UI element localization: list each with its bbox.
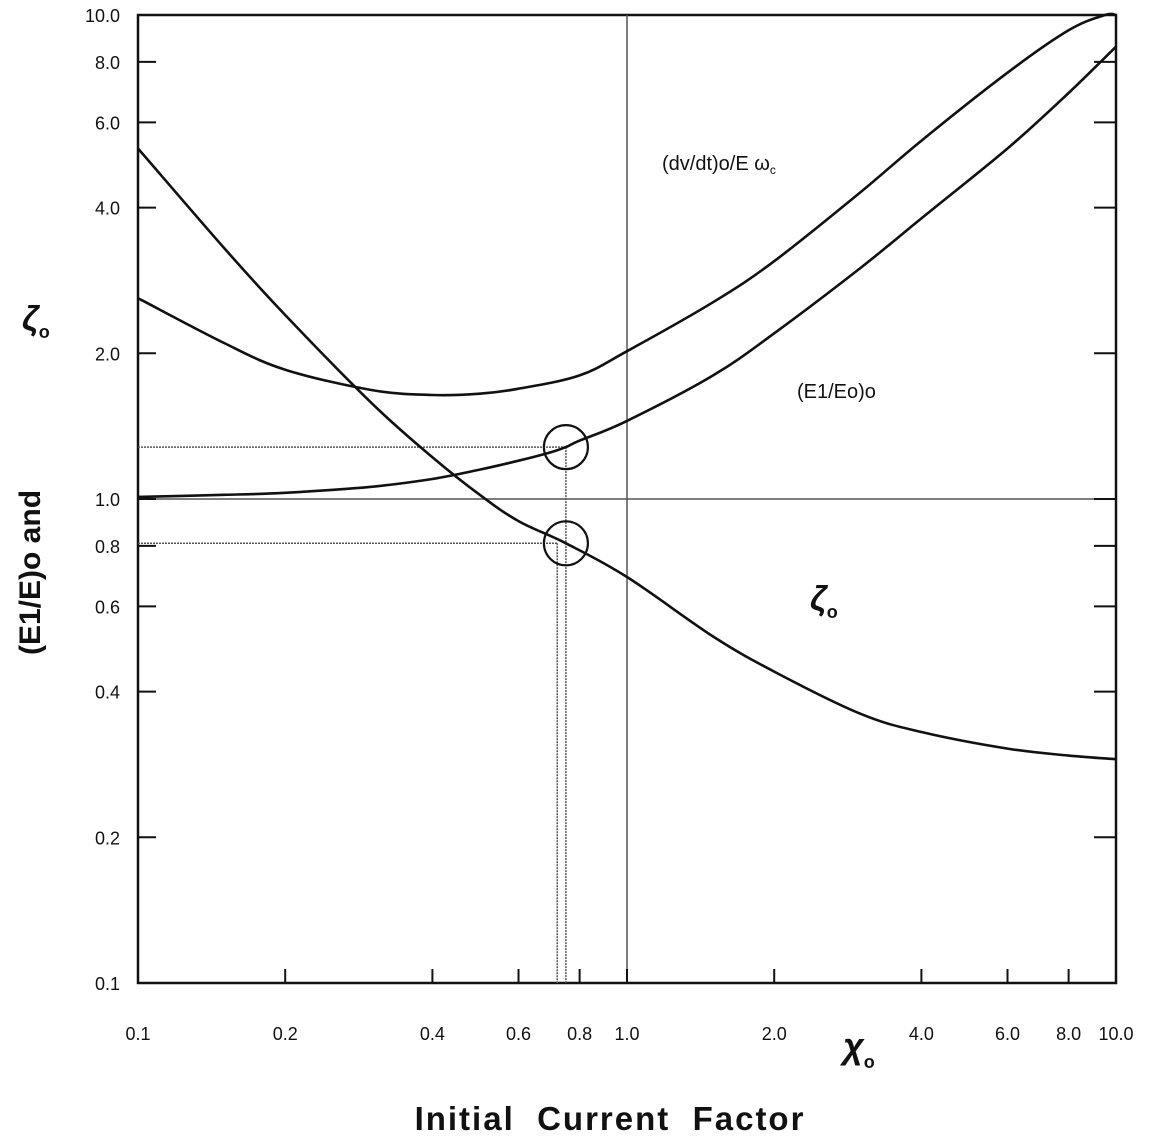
x-tick-label: 6.0: [995, 1024, 1020, 1044]
y-tick-label: 0.1: [95, 974, 120, 994]
x-tick-label: 2.0: [762, 1024, 787, 1044]
y-tick-label: 0.6: [95, 597, 120, 617]
tick-labels: 0.1 0.2 0.4 0.6 0.8 1.0 2.0 4.0 6.0 8.0 10.0 0.1 0.2…: [85, 6, 1134, 1044]
x-tick-label: 0.1: [125, 1024, 150, 1044]
x-tick-label: 0.4: [420, 1024, 445, 1044]
highlight-circles: [542, 424, 590, 567]
x-tick-label: 0.6: [506, 1024, 531, 1044]
axis-ticks: [138, 60, 1116, 983]
y-tick-label: 0.4: [95, 683, 120, 703]
x-tick-label: 4.0: [909, 1024, 934, 1044]
x-axis-title: Initial Current Factor: [415, 1100, 806, 1137]
curve-e1eo: [137, 45, 1117, 499]
curve-zeta: [137, 147, 1117, 761]
y-tick-label: 8.0: [95, 53, 120, 73]
y-tick-label: 1.0: [95, 490, 120, 510]
series-label-dvdt: (dv/dt)o/E ωc: [662, 153, 776, 177]
highlight-circle: [542, 520, 590, 567]
x-tick-label: 10.0: [1098, 1024, 1133, 1044]
guide-lines: [138, 15, 1116, 983]
x-axis-symbol: χo: [839, 1025, 875, 1072]
x-tick-label: 1.0: [614, 1024, 639, 1044]
x-tick-label: 0.8: [567, 1024, 592, 1044]
y-tick-label: 2.0: [95, 344, 120, 364]
y-tick-label: 10.0: [85, 6, 120, 26]
curves: [137, 12, 1117, 761]
series-label-zeta: ζo: [810, 580, 838, 622]
x-tick-label: 0.2: [273, 1024, 298, 1044]
y-axis-symbol: ζo: [22, 300, 50, 342]
y-tick-label: 4.0: [95, 199, 120, 219]
curve-dvdt: [137, 12, 1117, 397]
series-label-e1eo: (E1/Eo)o: [797, 381, 876, 403]
y-tick-label: 6.0: [95, 113, 120, 133]
y-axis-title: (E1/E)o and: [14, 490, 47, 655]
y-tick-label: 0.8: [95, 537, 120, 557]
x-tick-label: 8.0: [1056, 1024, 1081, 1044]
highlight-circle: [542, 424, 590, 471]
y-tick-label: 0.2: [95, 828, 120, 848]
